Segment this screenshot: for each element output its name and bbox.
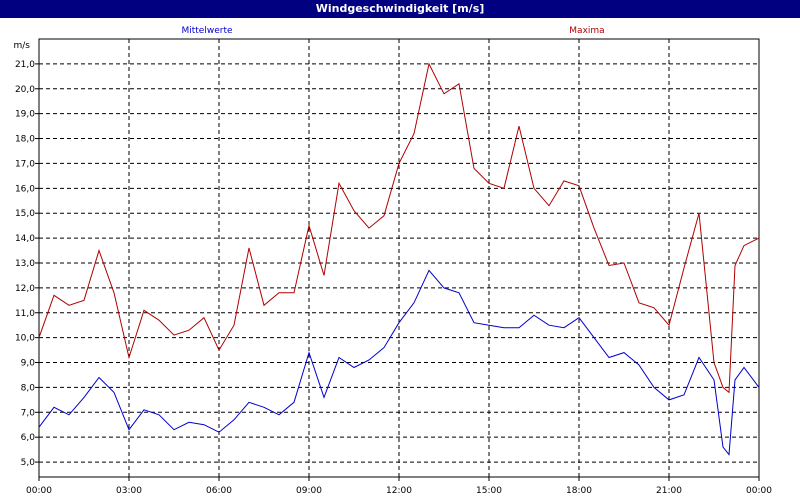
y-tick-label: 13,0 bbox=[15, 259, 35, 269]
chart-title: Windgeschwindigkeit [m/s] bbox=[315, 2, 485, 15]
y-tick-label: 10,0 bbox=[15, 334, 35, 344]
x-tick-time: 09:00 bbox=[296, 486, 322, 496]
y-tick-label: 14,0 bbox=[15, 234, 35, 244]
y-axis-tick-labels: 5,0 6,0 7,0 8,0 9,0 10,0 11,0 12,0 13,0 14,0 15,0 1… bbox=[15, 60, 35, 468]
y-tick-label: 7,0 bbox=[21, 408, 36, 418]
y-tick-label: 8,0 bbox=[21, 383, 36, 393]
y-tick-label: 12,0 bbox=[15, 284, 35, 294]
line-chart: 5,0 6,0 7,0 8,0 9,0 10,0 11,0 12,0 13,0 14,0 15,0 1… bbox=[14, 26, 773, 496]
series-line-mittelwerte bbox=[38, 269, 760, 456]
y-tick-label: 9,0 bbox=[21, 359, 36, 369]
x-tick-time: 00:00 bbox=[746, 486, 772, 496]
y-tick-label: 18,0 bbox=[15, 135, 35, 145]
y-tick-label: 15,0 bbox=[15, 209, 35, 219]
y-axis-label: m/s bbox=[14, 41, 31, 51]
x-axis-tick-labels: 00:0022.02.2003:0022.02.2006:0022.02.200… bbox=[26, 486, 772, 496]
x-tick-time: 21:00 bbox=[656, 486, 682, 496]
legend-maxima: Maxima bbox=[569, 26, 604, 36]
y-tick-label: 16,0 bbox=[15, 184, 35, 194]
legend-mittelwerte: Mittelwerte bbox=[181, 26, 232, 36]
y-tick-label: 20,0 bbox=[15, 85, 35, 95]
x-tick-time: 18:00 bbox=[566, 486, 592, 496]
y-tick-label: 11,0 bbox=[15, 309, 35, 319]
x-tick-time: 03:00 bbox=[116, 486, 142, 496]
x-tick-time: 15:00 bbox=[476, 486, 502, 496]
data-series bbox=[38, 62, 760, 456]
x-tick-time: 00:00 bbox=[26, 486, 52, 496]
series-line-maxima bbox=[38, 62, 760, 394]
y-tick-label: 6,0 bbox=[21, 433, 36, 443]
chart-title-bar: Windgeschwindigkeit [m/s] bbox=[0, 0, 800, 18]
y-tick-label: 5,0 bbox=[21, 458, 36, 468]
x-tick-time: 12:00 bbox=[386, 486, 412, 496]
y-tick-label: 17,0 bbox=[15, 159, 35, 169]
y-tick-label: 19,0 bbox=[15, 110, 35, 120]
gridlines bbox=[35, 39, 760, 481]
x-tick-time: 06:00 bbox=[206, 486, 232, 496]
y-tick-label: 21,0 bbox=[15, 60, 35, 70]
